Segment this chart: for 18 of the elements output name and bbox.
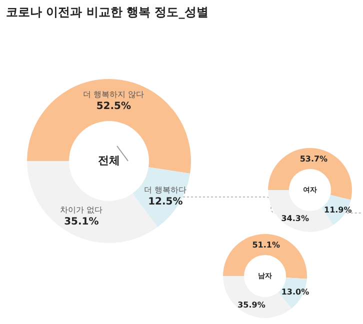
data-label: 13.0% [281,288,310,297]
data-label: 12.5% [148,196,183,208]
text: 전체 [97,153,121,169]
donut-slice [132,167,190,228]
slice-label: 차이가 없다 [60,205,103,214]
data-label: 51.1% [252,240,280,250]
data-label: 35.1% [64,216,99,228]
donut-slice [268,148,352,200]
donut-slice [223,234,307,279]
slice-label: 더 행복하다 [144,185,187,194]
data-label: 53.7% [300,154,328,164]
slice-label: 더 행복하지 않다 [83,90,144,100]
donut-slice [27,79,191,174]
data-label: 11.9% [324,205,352,214]
data-label: 35.9% [238,300,266,310]
data-label: 34.3% [281,214,309,223]
data-label: 52.5% [96,101,132,112]
chart-title: 코로나 이전과 비교한 행복 정도_성별 [6,4,209,21]
